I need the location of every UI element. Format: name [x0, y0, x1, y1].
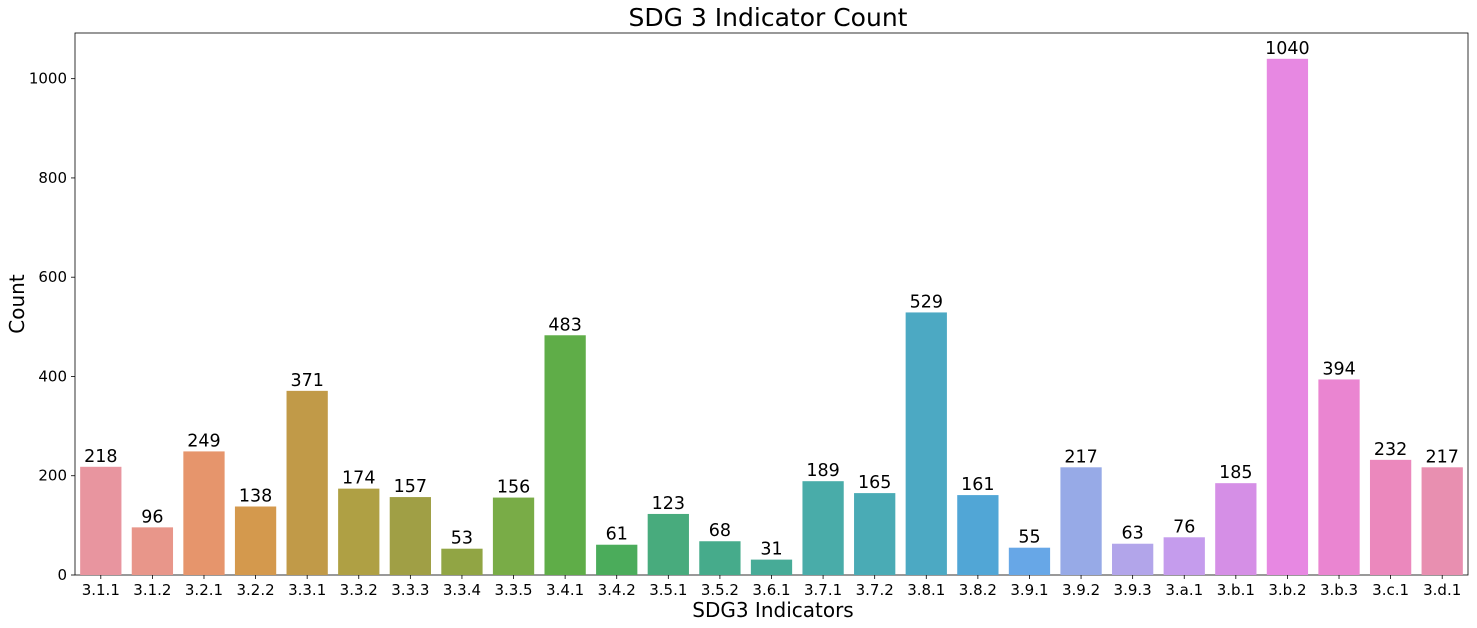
- data-label: 53: [451, 529, 473, 549]
- x-tick-label: 3.3.3: [391, 581, 429, 599]
- x-tick-label: 3.b.1: [1217, 581, 1255, 599]
- bars-group: [80, 58, 1463, 576]
- x-tick-label: 3.2.1: [185, 581, 223, 599]
- bar: [905, 312, 947, 575]
- bar: [1008, 547, 1051, 575]
- y-tick-label: 200: [38, 467, 67, 485]
- bar: [699, 541, 741, 575]
- x-tick-label: 3.8.2: [959, 581, 997, 599]
- y-tick-label: 600: [38, 268, 67, 286]
- y-axis-ticks: 0 200 400 600 800 1000: [29, 70, 75, 584]
- x-tick-label: 3.9.3: [1114, 581, 1152, 599]
- data-label: 63: [1122, 524, 1144, 544]
- data-label: 529: [910, 292, 943, 312]
- y-tick-label: 0: [57, 566, 67, 584]
- x-tick-label: 3.4.2: [598, 581, 636, 599]
- bar: [802, 481, 844, 575]
- x-tick-label: 3.9.1: [1010, 581, 1048, 599]
- data-label: 174: [342, 469, 375, 489]
- data-label: 31: [760, 540, 782, 560]
- x-tick-label: 3.1.1: [82, 581, 120, 599]
- bar: [1266, 58, 1309, 576]
- x-tick-label: 3.4.1: [546, 581, 584, 599]
- data-label: 161: [961, 475, 994, 495]
- bar: [234, 506, 277, 575]
- x-tick-label: 3.5.2: [701, 581, 739, 599]
- bar: [492, 497, 535, 575]
- x-tick-label: 3.3.4: [443, 581, 481, 599]
- data-label: 249: [187, 431, 220, 451]
- data-label: 185: [1219, 463, 1252, 483]
- plot-area: [74, 32, 1469, 576]
- x-tick-label: 3.8.1: [907, 581, 945, 599]
- bar: [441, 548, 483, 575]
- data-label: 1040: [1265, 39, 1310, 59]
- x-tick-label: 3.6.1: [752, 581, 790, 599]
- x-axis-ticks: 3.1.1 3.1.2 3.2.1 3.2.2 3.3.1 3.3.2 3.3.3 3.3.4…: [82, 575, 1461, 599]
- bar: [1163, 537, 1205, 575]
- data-label: 123: [652, 494, 685, 514]
- y-axis-label: Count: [5, 274, 29, 334]
- y-tick-label: 800: [38, 169, 67, 187]
- x-tick-label: 3.c.1: [1372, 581, 1409, 599]
- bar: [1215, 483, 1257, 575]
- data-label: 55: [1018, 528, 1040, 548]
- bar: [1369, 459, 1412, 575]
- data-label: 61: [606, 525, 628, 545]
- data-label: 217: [1064, 447, 1097, 467]
- x-tick-label: 3.3.5: [494, 581, 532, 599]
- chart-title: SDG 3 Indicator Count: [629, 3, 908, 32]
- bar: [338, 488, 380, 575]
- x-tick-label: 3.2.2: [236, 581, 274, 599]
- y-tick-label: 1000: [29, 70, 67, 88]
- bar: [1112, 543, 1154, 575]
- y-tick-label: 400: [38, 367, 67, 385]
- bar: [80, 466, 122, 575]
- data-label: 76: [1173, 517, 1195, 537]
- bar: [596, 544, 638, 575]
- bar: [750, 559, 793, 575]
- data-label: 165: [858, 473, 891, 493]
- data-label: 483: [548, 315, 581, 335]
- data-label: 371: [290, 371, 323, 391]
- bar: [957, 495, 999, 575]
- bar: [389, 497, 431, 575]
- x-tick-label: 3.a.1: [1165, 581, 1203, 599]
- data-label: 189: [806, 461, 839, 481]
- x-tick-label: 3.b.2: [1268, 581, 1306, 599]
- data-label: 96: [141, 507, 163, 527]
- x-tick-label: 3.3.2: [340, 581, 378, 599]
- data-label: 156: [497, 478, 530, 498]
- data-label: 68: [709, 521, 731, 541]
- x-tick-label: 3.7.1: [804, 581, 842, 599]
- x-tick-label: 3.3.1: [288, 581, 326, 599]
- data-label: 218: [84, 447, 117, 467]
- x-tick-label: 3.b.3: [1320, 581, 1358, 599]
- bar: [286, 390, 328, 575]
- x-axis-label: SDG3 Indicators: [692, 598, 853, 622]
- data-labels-group: 218 96 249 138 371 174 157 53 156 483 61 123 68 31 189…: [84, 39, 1459, 560]
- bar: [544, 335, 586, 575]
- data-label: 394: [1322, 359, 1355, 379]
- x-tick-label: 3.1.2: [133, 581, 171, 599]
- bar: [854, 493, 896, 575]
- x-tick-label: 3.9.2: [1062, 581, 1100, 599]
- x-tick-label: 3.d.1: [1423, 581, 1461, 599]
- data-label: 157: [394, 477, 427, 497]
- data-label: 138: [239, 487, 272, 507]
- bar: [1421, 467, 1463, 575]
- bar: [1318, 379, 1360, 575]
- bar: [1060, 467, 1102, 575]
- data-label: 217: [1426, 447, 1459, 467]
- data-label: 232: [1374, 440, 1407, 460]
- plot-frame: [74, 32, 1469, 576]
- bar: [183, 451, 225, 575]
- x-tick-label: 3.7.2: [856, 581, 894, 599]
- bar: [131, 527, 174, 575]
- x-tick-label: 3.5.1: [649, 581, 687, 599]
- bar: [647, 513, 689, 575]
